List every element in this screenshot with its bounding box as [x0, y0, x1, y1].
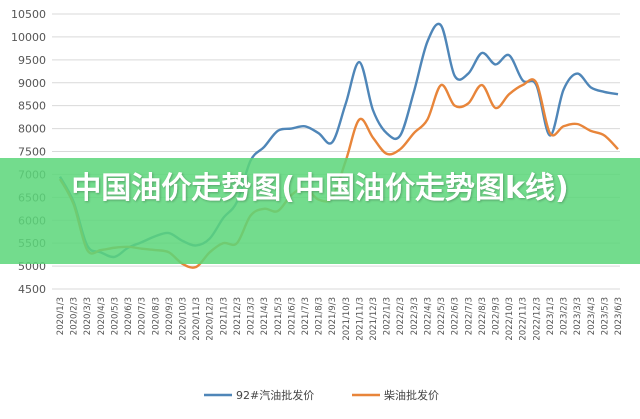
x-tick-label: 2023/4/3	[587, 297, 597, 335]
x-tick-label: 2022/4/3	[423, 297, 433, 335]
banner-title: 中国油价走势图(中国油价走势图k线)	[71, 171, 569, 206]
x-tick-label: 2021/6/3	[287, 297, 297, 335]
legend: 92#汽油批发价 柴油批发价	[204, 388, 439, 402]
x-tick-label: 2023/5/3	[600, 297, 610, 335]
x-tick-label: 2022/7/3	[464, 297, 474, 335]
x-tick-label: 2023/2/3	[560, 297, 570, 335]
x-tick-label: 2022/11/3	[519, 297, 529, 341]
x-tick-label: 2020/12/3	[206, 297, 216, 341]
y-tick-label: 7500	[18, 146, 46, 159]
x-tick-label: 2022/10/3	[505, 297, 515, 341]
x-tick-label: 2023/1/3	[546, 297, 556, 335]
x-tick-label: 2021/9/3	[328, 297, 338, 335]
y-tick-label: 9000	[18, 77, 46, 90]
y-tick-label: 10000	[11, 31, 46, 44]
x-tick-label: 2021/11/3	[355, 297, 365, 341]
x-tick-label: 2020/2/3	[70, 297, 80, 335]
y-tick-label: 8000	[18, 123, 46, 136]
title-banner: 中国油价走势图(中国油价走势图k线)	[0, 158, 640, 264]
x-tick-label: 2022/1/3	[383, 297, 393, 335]
x-tick-label: 2020/9/3	[165, 297, 175, 335]
x-tick-label: 2020/8/3	[151, 297, 161, 335]
x-tick-label: 2021/8/3	[315, 297, 325, 335]
x-tick-label: 2021/1/3	[219, 297, 229, 335]
x-tick-label: 2022/6/3	[451, 297, 461, 335]
x-tick-label: 2020/4/3	[97, 297, 107, 335]
x-tick-label: 2021/7/3	[301, 297, 311, 335]
x-tick-label: 2020/3/3	[83, 297, 93, 335]
x-tick-label: 2021/5/3	[274, 297, 284, 335]
x-tick-label: 2022/12/3	[532, 297, 542, 341]
y-tick-label: 10500	[11, 8, 46, 21]
x-tick-label: 2022/3/3	[410, 297, 420, 335]
x-tick-label: 2022/8/3	[478, 297, 488, 335]
x-tick-label: 2020/1/3	[56, 297, 66, 335]
x-tick-label: 2020/5/3	[110, 297, 120, 335]
x-tick-label: 2023/6/3	[614, 297, 624, 335]
x-tick-label: 2021/3/3	[247, 297, 257, 335]
x-tick-label: 2020/7/3	[138, 297, 148, 335]
y-tick-label: 9500	[18, 54, 46, 67]
legend-label-diesel: 柴油批发价	[384, 388, 439, 402]
x-tick-label: 2023/3/3	[573, 297, 583, 335]
x-tick-label: 2022/9/3	[492, 297, 502, 335]
legend-label-gasoline: 92#汽油批发价	[236, 388, 314, 402]
x-axis-ticks: 2020/1/3 2020/2/3 2020/3/3 2020/4/3 2020/5/3…	[56, 297, 624, 341]
x-tick-label: 2021/10/3	[342, 297, 352, 341]
x-tick-label: 2020/11/3	[192, 297, 202, 341]
x-tick-label: 2022/2/3	[396, 297, 406, 335]
x-tick-label: 2021/12/3	[369, 297, 379, 341]
x-tick-label: 2020/6/3	[124, 297, 134, 335]
x-tick-label: 2022/5/3	[437, 297, 447, 335]
x-tick-label: 2020/10/3	[178, 297, 188, 341]
x-tick-label: 2021/4/3	[260, 297, 270, 335]
x-tick-label: 2021/2/3	[233, 297, 243, 335]
y-tick-label: 4500	[18, 283, 46, 296]
y-tick-label: 8500	[18, 100, 46, 113]
